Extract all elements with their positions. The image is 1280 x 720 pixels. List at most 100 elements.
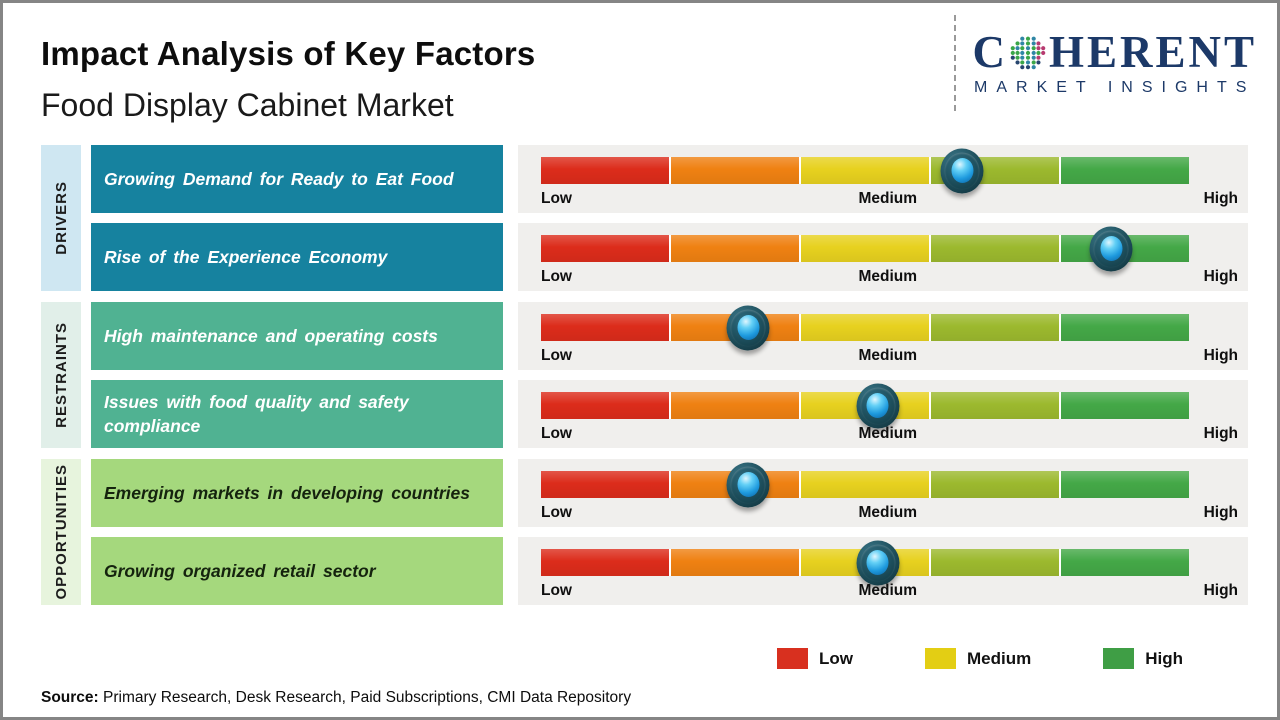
scale-label-high: High	[1203, 347, 1238, 364]
scale-labels: Low Medium High	[541, 582, 1238, 600]
section-restraints: RESTRAINTS High maintenance and operatin…	[41, 302, 1248, 448]
brand-logo-text: C HERENT MARKET INSIGHTS	[972, 26, 1257, 97]
impact-scale-panel: Low Medium High	[518, 223, 1248, 291]
scale-label-low: Low	[541, 425, 572, 442]
impact-marker-sphere-icon	[856, 540, 900, 585]
section-rows-opportunities: Emerging markets in developing countries…	[91, 459, 1248, 605]
brand-letters-rest: HERENT	[1048, 26, 1257, 77]
scale-label-medium: Medium	[858, 504, 918, 521]
factor-row: Rise of the Experience Economy Low Mediu…	[91, 223, 1248, 291]
scale-segment-low-mid	[671, 392, 799, 419]
source-line: Source: Primary Research, Desk Research,…	[41, 689, 631, 707]
scale-label-low: Low	[541, 268, 572, 285]
scale-segment-low	[541, 549, 669, 576]
scale-label-high: High	[1203, 190, 1238, 207]
impact-scale-track	[541, 462, 1189, 507]
factor-box: Issues with food quality and safety comp…	[91, 380, 503, 448]
source-label: Source:	[41, 689, 99, 706]
scale-segment-mid-high	[931, 549, 1059, 576]
impact-marker-sphere-icon	[1089, 226, 1133, 271]
section-opportunities: OPPORTUNITIES Emerging markets in develo…	[41, 459, 1248, 605]
scale-segment-mid-high	[931, 392, 1059, 419]
factor-row: Growing Demand for Ready to Eat Food Low…	[91, 145, 1248, 213]
brand-letter-c: C	[972, 26, 1008, 77]
source-text: Primary Research, Desk Research, Paid Su…	[98, 689, 632, 706]
legend-item-low: Low	[776, 648, 853, 669]
scale-labels: Low Medium High	[541, 347, 1238, 365]
impact-marker-sphere-icon	[726, 305, 770, 350]
impact-scale-track	[541, 383, 1189, 428]
legend-label-low: Low	[818, 648, 853, 668]
scale-segment-medium	[801, 157, 929, 184]
section-label-restraints: RESTRAINTS	[52, 322, 70, 428]
factor-box: Growing Demand for Ready to Eat Food	[91, 145, 503, 213]
scale-segment-high	[1061, 549, 1189, 576]
brand-wordmark: C HERENT	[972, 26, 1257, 77]
scale-segment-low-mid	[671, 235, 799, 262]
scale-labels: Low Medium High	[541, 268, 1238, 286]
page-subtitle: Food Display Cabinet Market	[41, 87, 454, 123]
impact-scale-panel: Low Medium High	[518, 302, 1248, 370]
legend-label-medium: Medium	[966, 648, 1032, 668]
scale-segment-low	[541, 392, 669, 419]
scale-label-medium: Medium	[858, 268, 918, 285]
impact-scale-track	[541, 540, 1189, 585]
scale-label-medium: Medium	[858, 582, 918, 599]
impact-scale-track	[541, 226, 1189, 271]
section-label-opportunities: OPPORTUNITIES	[52, 464, 70, 600]
scale-labels: Low Medium High	[541, 190, 1238, 208]
scale-segment-high	[1061, 157, 1189, 184]
scale-segment-low	[541, 471, 669, 498]
legend-swatch-medium	[924, 648, 956, 669]
scale-labels: Low Medium High	[541, 504, 1238, 522]
brand-tagline: MARKET INSIGHTS	[974, 78, 1256, 96]
scale-label-high: High	[1203, 268, 1238, 285]
scale-segment-medium	[801, 314, 929, 341]
scale-segment-mid-high	[931, 471, 1059, 498]
scale-segment-low-mid	[671, 157, 799, 184]
impact-scale-panel: Low Medium High	[518, 459, 1248, 527]
section-rows-restraints: High maintenance and operating costs Low…	[91, 302, 1248, 448]
legend-swatch-low	[776, 648, 808, 669]
scale-segment-low-mid	[671, 549, 799, 576]
scale-label-medium: Medium	[858, 347, 918, 364]
scale-label-high: High	[1203, 582, 1238, 599]
scale-segment-high	[1061, 471, 1189, 498]
impact-scale-panel: Low Medium High	[518, 537, 1248, 605]
scale-label-low: Low	[541, 582, 572, 599]
scale-segment-high	[1061, 314, 1189, 341]
scale-label-high: High	[1203, 425, 1238, 442]
factor-box: Emerging markets in developing countries	[91, 459, 503, 527]
section-strip-restraints: RESTRAINTS	[41, 302, 81, 448]
impact-marker-sphere-icon	[940, 148, 984, 193]
page-title: Impact Analysis of Key Factors	[41, 35, 536, 72]
scale-segment-medium	[801, 235, 929, 262]
impact-scale-panel: Low Medium High	[518, 145, 1248, 213]
scale-label-low: Low	[541, 504, 572, 521]
factor-row: Issues with food quality and safety comp…	[91, 380, 1248, 448]
scale-segment-low	[541, 157, 669, 184]
scale-label-low: Low	[541, 347, 572, 364]
dotted-globe-icon	[1010, 36, 1046, 70]
section-strip-opportunities: OPPORTUNITIES	[41, 459, 81, 605]
factor-box: Growing organized retail sector	[91, 537, 503, 605]
scale-label-medium: Medium	[858, 190, 918, 207]
scale-label-medium: Medium	[858, 425, 918, 442]
scale-segment-high	[1061, 392, 1189, 419]
scale-segment-mid-high	[931, 235, 1059, 262]
factor-row: High maintenance and operating costs Low…	[91, 302, 1248, 370]
brand-logo: C HERENT MARKET INSIGHTS	[954, 15, 1257, 111]
scale-label-high: High	[1203, 504, 1238, 521]
legend-item-medium: Medium	[924, 648, 1032, 669]
section-label-drivers: DRIVERS	[52, 181, 70, 255]
factor-box: Rise of the Experience Economy	[91, 223, 503, 291]
scale-segment-mid-high	[931, 314, 1059, 341]
factor-box: High maintenance and operating costs	[91, 302, 503, 370]
impact-scale-panel: Low Medium High	[518, 380, 1248, 448]
section-drivers: DRIVERS Growing Demand for Ready to Eat …	[41, 145, 1248, 291]
scale-segment-low	[541, 235, 669, 262]
section-strip-drivers: DRIVERS	[41, 145, 81, 291]
scale-segment-low	[541, 314, 669, 341]
legend-label-high: High	[1145, 648, 1183, 668]
factor-row: Emerging markets in developing countries…	[91, 459, 1248, 527]
